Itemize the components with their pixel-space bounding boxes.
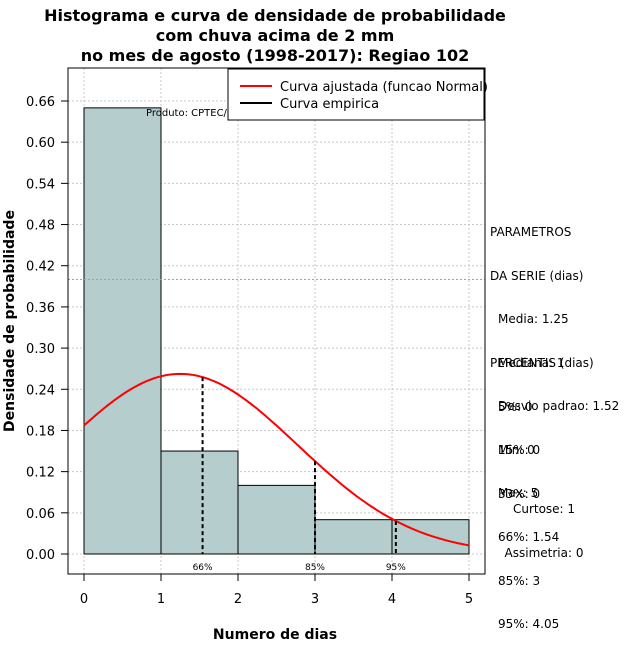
y-tick-label: 0.30 bbox=[26, 342, 55, 357]
y-tick-label: 0.06 bbox=[26, 507, 55, 522]
param-desvio: Desvio padrao: 1.52 bbox=[498, 399, 620, 413]
legend-label: Curva ajustada (funcao Normal) bbox=[280, 80, 488, 95]
percentil-66: 66%: 1.54 bbox=[498, 530, 560, 544]
parametros-heading: PARAMETROS bbox=[490, 225, 572, 239]
y-tick-label: 0.36 bbox=[26, 301, 55, 316]
percentis-panel: PERCENTIS (dias) 5%: 0 15%: 0 33%: 0 66%… bbox=[490, 327, 594, 646]
param-max: Max: 5 bbox=[498, 486, 539, 500]
chart-title-line-2: com chuva acima de 2 mm bbox=[155, 26, 395, 45]
fitted-normal-curve bbox=[83, 372, 470, 547]
y-tick-label: 0.48 bbox=[26, 219, 55, 234]
percentil-85: 85%: 3 bbox=[498, 573, 541, 588]
y-tick-label: 0.42 bbox=[26, 260, 55, 275]
param-mediana: Mediana: 1 bbox=[498, 355, 565, 370]
percentile-label: 66% bbox=[193, 563, 213, 573]
y-tick-label: 0.00 bbox=[26, 548, 55, 563]
histogram-bar bbox=[160, 450, 239, 555]
percentil-5: 5%: 0 bbox=[498, 399, 533, 414]
x-tick-label: 4 bbox=[388, 592, 396, 607]
param-min: Min: 0 bbox=[498, 442, 535, 457]
x-tick-label: 5 bbox=[465, 592, 473, 607]
y-tick-label: 0.66 bbox=[26, 95, 55, 110]
chart-title-line-3: no mes de agosto (1998-2017): Regiao 102 bbox=[80, 46, 470, 65]
x-tick-label: 1 bbox=[157, 592, 165, 607]
y-tick-label: 0.18 bbox=[26, 424, 55, 439]
curtose-text: Curtose: 1 bbox=[512, 502, 576, 516]
y-tick-label: 0.54 bbox=[26, 177, 55, 192]
legend-label: Curva empirica bbox=[280, 97, 379, 112]
x-tick-label: 0 bbox=[80, 592, 88, 607]
percentil-33: 33%: 0 bbox=[498, 486, 541, 501]
x-tick-label: 2 bbox=[234, 592, 242, 607]
product-annotation: Produto: CPTEC/INPE bbox=[146, 108, 250, 119]
parametros-subheading: DA SERIE (dias) bbox=[490, 268, 584, 283]
percentil-15: 15%: 0 bbox=[498, 443, 541, 457]
percentile-label: 85% bbox=[305, 563, 325, 573]
x-tick-label: 3 bbox=[311, 592, 319, 607]
y-tick-label: 0.60 bbox=[26, 136, 55, 151]
param-media: Media: 1.25 bbox=[498, 312, 569, 326]
percentile-label: 95% bbox=[386, 563, 406, 573]
histogram-bar bbox=[83, 107, 162, 555]
y-tick-label: 0.24 bbox=[26, 383, 55, 398]
parametros-panel: PARAMETROS DA SERIE (dias) Media: 1.25 M… bbox=[490, 196, 619, 515]
legend-box bbox=[227, 68, 485, 121]
histogram-bar bbox=[314, 519, 393, 555]
shape-panel: Curtose: 1 Assimetria: 0 bbox=[500, 473, 588, 575]
histogram-bar bbox=[237, 484, 316, 555]
chart-title-line-1: Histograma e curva de densidade de proba… bbox=[44, 6, 506, 25]
percentis-heading: PERCENTIS (dias) bbox=[490, 356, 594, 370]
y-tick-label: 0.12 bbox=[26, 466, 55, 481]
x-axis-label: Numero de dias bbox=[213, 627, 337, 643]
y-axis-label: Densidade de probabilidade bbox=[2, 210, 18, 432]
assimetria-text: Assimetria: 0 bbox=[504, 545, 584, 560]
percentil-95: 95%: 4.05 bbox=[498, 617, 560, 631]
